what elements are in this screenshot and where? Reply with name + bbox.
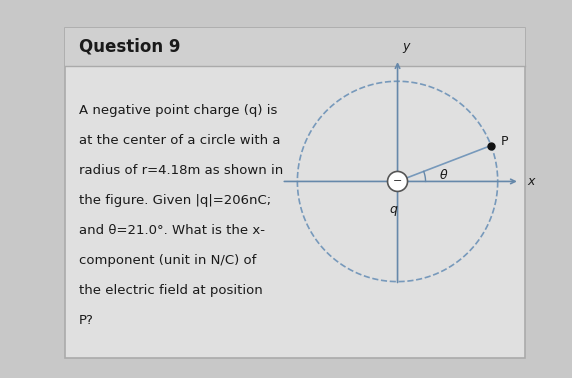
Text: y: y [403, 40, 410, 53]
Text: P: P [501, 135, 509, 148]
Text: at the center of a circle with a: at the center of a circle with a [79, 134, 280, 147]
Text: P?: P? [79, 314, 94, 327]
Text: the figure. Given |q|=206nC;: the figure. Given |q|=206nC; [79, 194, 271, 207]
Circle shape [388, 172, 407, 191]
Text: component (unit in N/C) of: component (unit in N/C) of [79, 254, 256, 267]
Text: A negative point charge (q) is: A negative point charge (q) is [79, 104, 277, 117]
Text: and θ=21.0°. What is the x-: and θ=21.0°. What is the x- [79, 224, 265, 237]
Text: −: − [393, 177, 402, 186]
Text: the electric field at position: the electric field at position [79, 284, 263, 297]
Text: Question 9: Question 9 [79, 38, 181, 56]
Text: q: q [390, 203, 398, 217]
Text: radius of r=4.18m as shown in: radius of r=4.18m as shown in [79, 164, 283, 177]
Bar [65, 28, 525, 66]
FancyBboxPatch shape [65, 28, 525, 358]
Text: x: x [528, 175, 535, 188]
Text: $\theta$: $\theta$ [439, 167, 448, 181]
